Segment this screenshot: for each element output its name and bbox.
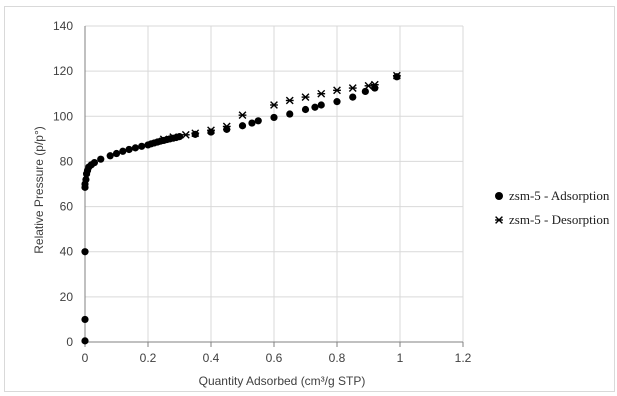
- desorption-point: [159, 135, 168, 144]
- y-tick-label: 140: [53, 19, 73, 33]
- x-tick-label: 0.6: [266, 351, 283, 365]
- adsorption-point: [317, 101, 325, 109]
- adsorption-point: [191, 130, 199, 138]
- desorption-point: [222, 122, 231, 131]
- adsorption-point: [81, 337, 89, 345]
- adsorption-point: [112, 149, 121, 158]
- y-axis-title: Relative Pressure (p/p°): [32, 126, 46, 254]
- desorption-point: [348, 84, 357, 92]
- desorption-point: [364, 81, 373, 90]
- data-points: [81, 71, 401, 345]
- x-axis-title: Quantity Adsorbed (cm³/g STP): [199, 374, 366, 388]
- desorption-point: [317, 89, 326, 98]
- y-tick-label: 80: [60, 154, 74, 168]
- adsorption-point: [82, 175, 90, 184]
- x-tick-label: 0.2: [140, 351, 157, 365]
- adsorption-point: [286, 110, 294, 118]
- legend: zsm-5 - Adsorption zsm-5 - Desorption: [495, 188, 610, 227]
- desorption-point: [370, 80, 379, 89]
- legend-marker-circle: [495, 192, 503, 200]
- y-tick-label: 120: [53, 64, 73, 78]
- desorption-point: [392, 71, 401, 80]
- desorption-point: [191, 129, 200, 138]
- y-tick-label: 20: [60, 290, 74, 304]
- adsorption-point: [131, 144, 139, 152]
- tick-labels: 0 20 40 60 80 100 120 140 0 0.2 0.4 0.6 0.8 1 1.2: [53, 19, 472, 365]
- desorption-point: [301, 93, 310, 101]
- y-tick-label: 100: [53, 109, 73, 123]
- adsorption-point: [119, 147, 127, 155]
- legend-star-glyph: [495, 216, 503, 224]
- legend-marker-star: [495, 216, 503, 224]
- adsorption-point: [301, 105, 310, 114]
- legend-item-desorption: zsm-5 - Desorption: [495, 212, 610, 227]
- adsorption-point: [333, 98, 341, 106]
- adsorption-point: [81, 248, 89, 256]
- desorption-point: [207, 126, 215, 135]
- legend-label-desorption: zsm-5 - Desorption: [509, 212, 610, 227]
- adsorption-point: [138, 142, 146, 150]
- y-tick-label: 0: [66, 335, 73, 349]
- x-tick-label: 1: [397, 351, 404, 365]
- desorption-point: [169, 133, 178, 141]
- adsorption-point: [349, 93, 357, 101]
- adsorption-point: [97, 155, 105, 163]
- adsorption-point: [254, 117, 262, 125]
- gridlines: [85, 25, 464, 342]
- adsorption-point: [106, 152, 114, 160]
- adsorption-point: [393, 73, 401, 81]
- x-tick-label: 0: [82, 351, 89, 365]
- desorption-point: [333, 86, 341, 95]
- adsorption-point: [311, 103, 319, 111]
- x-tick-label: 0.8: [329, 351, 346, 365]
- legend-label-adsorption: zsm-5 - Adsorption: [509, 188, 610, 203]
- desorption-point: [238, 111, 247, 120]
- adsorption-point: [125, 145, 133, 154]
- adsorption-point: [175, 133, 184, 141]
- desorption-point: [270, 101, 278, 109]
- adsorption-point: [90, 158, 99, 167]
- x-tick-label: 1.2: [455, 351, 472, 365]
- x-tick-label: 0.4: [203, 351, 220, 365]
- y-tick-label: 40: [60, 245, 74, 259]
- chart-frame: [4, 6, 615, 392]
- adsorption-point: [270, 113, 278, 122]
- adsorption-point: [81, 315, 89, 324]
- adsorption-point: [238, 122, 247, 130]
- desorption-point: [181, 130, 190, 139]
- adsorption-point: [248, 119, 256, 127]
- legend-item-adsorption: zsm-5 - Adsorption: [495, 188, 610, 203]
- y-tick-label: 60: [60, 200, 74, 214]
- desorption-point: [285, 96, 294, 105]
- adsorption-point: [361, 87, 369, 96]
